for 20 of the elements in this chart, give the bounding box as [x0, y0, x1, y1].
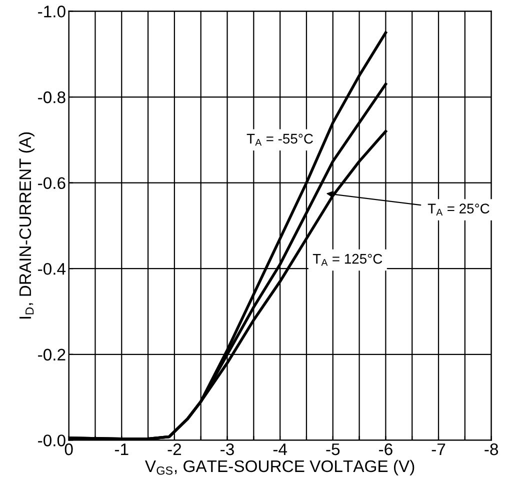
annotation: T$_{A}$ = -55°C: [246, 134, 313, 146]
x-axis-title: V$_{GS}$, GATE-SOURCE VOLTAGE (V): [144, 460, 414, 476]
x-tick-label: 0: [64, 443, 73, 456]
annotation: T$_{A}$ = 125°C: [312, 254, 382, 266]
y-tick-label: -0.2: [38, 348, 66, 361]
y-tick-label: -0.8: [38, 91, 66, 104]
y-tick-label: -0.0: [38, 434, 66, 446]
x-tick-label: -8: [484, 443, 498, 456]
annotation: T$_{A}$ = 25°C: [428, 204, 490, 216]
y-tick-label: -0.4: [38, 262, 66, 275]
x-tick-label: -4: [273, 444, 287, 456]
x-tick-label: -7: [432, 444, 446, 456]
y-axis-title: I$_{D}$, DRAIN-CURRENT (A): [18, 132, 34, 318]
y-tick-label: -1.0: [38, 6, 66, 18]
x-tick-label: -6: [379, 443, 392, 456]
x-tick-label: -2: [168, 443, 182, 456]
x-tick-label: -1: [114, 444, 128, 456]
x-tick-label: -3: [220, 443, 234, 456]
y-tick-label: -0.6: [38, 177, 66, 190]
x-tick-label: -5: [326, 444, 340, 456]
